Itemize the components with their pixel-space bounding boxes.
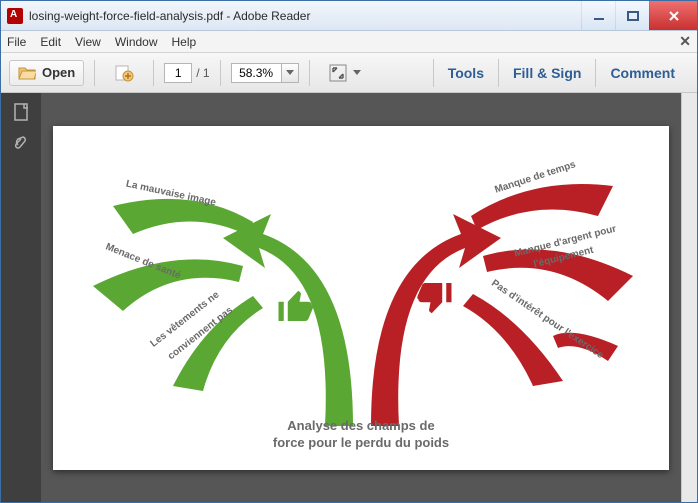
folder-open-icon [18,65,36,81]
diagram-title-line2: force pour le perdu du poids [273,435,449,450]
minimize-button[interactable] [581,1,615,30]
page-thumbnails-icon[interactable] [12,103,30,121]
page-total-label: / 1 [196,66,209,80]
attachments-icon[interactable] [12,135,30,153]
restraining-sweep [471,184,613,230]
restraining-central-arrow [371,214,501,426]
tab-comment[interactable]: Comment [595,59,689,87]
page-number-input[interactable] [164,63,192,83]
pdf-page: La mauvaise imageMenace de santéLes vête… [53,126,669,470]
content-area: La mauvaise imageMenace de santéLes vête… [1,93,697,502]
thumbs-up-icon [275,286,317,328]
menu-help[interactable]: Help [172,35,197,49]
document-close-button[interactable]: ✕ [679,33,691,50]
open-button[interactable]: Open [9,60,84,86]
restraining-sweep [463,294,563,386]
menu-view[interactable]: View [75,35,101,49]
page-navigator: / 1 [164,63,209,83]
left-sidebar [1,93,41,502]
app-window: losing-weight-force-field-analysis.pdf -… [0,0,698,503]
driving-sweep [113,198,253,235]
toolbar-separator [94,60,95,86]
maximize-icon [627,10,639,22]
right-tool-tabs: Tools Fill & Sign Comment [433,59,689,87]
zoom-control [231,63,299,83]
thumbs-down-icon [413,276,455,318]
toolbar-separator [220,60,221,86]
close-icon [667,9,681,23]
adobe-reader-icon [7,8,23,24]
toolbar-separator [309,60,310,86]
tab-tools[interactable]: Tools [433,59,498,87]
diagram-title-line1: Analyse des champs de [287,418,434,433]
menu-file[interactable]: File [7,35,26,49]
window-controls [581,1,697,30]
minimize-icon [593,10,605,22]
chevron-down-icon [286,70,294,76]
zoom-dropdown-button[interactable] [281,63,299,83]
diagram-title: Analyse des champs de force pour le perd… [261,418,461,452]
toolbar-separator [153,60,154,86]
export-pdf-icon [114,64,134,82]
chevron-down-icon [353,70,361,76]
titlebar: losing-weight-force-field-analysis.pdf -… [1,1,697,31]
toolbar: Open / 1 [1,53,697,93]
open-button-label: Open [42,65,75,80]
expand-icon [329,64,347,82]
menu-edit[interactable]: Edit [40,35,61,49]
zoom-value-input[interactable] [231,63,281,83]
window-title: losing-weight-force-field-analysis.pdf -… [29,9,581,23]
export-pdf-button[interactable] [105,59,143,87]
tab-fill-sign[interactable]: Fill & Sign [498,59,595,87]
menubar: File Edit View Window Help ✕ [1,31,697,53]
close-button[interactable] [649,1,697,30]
menu-window[interactable]: Window [115,35,158,49]
fit-screen-button[interactable] [320,59,370,87]
vertical-scrollbar[interactable] [681,93,697,502]
maximize-button[interactable] [615,1,649,30]
document-viewport[interactable]: La mauvaise imageMenace de santéLes vête… [41,93,681,502]
